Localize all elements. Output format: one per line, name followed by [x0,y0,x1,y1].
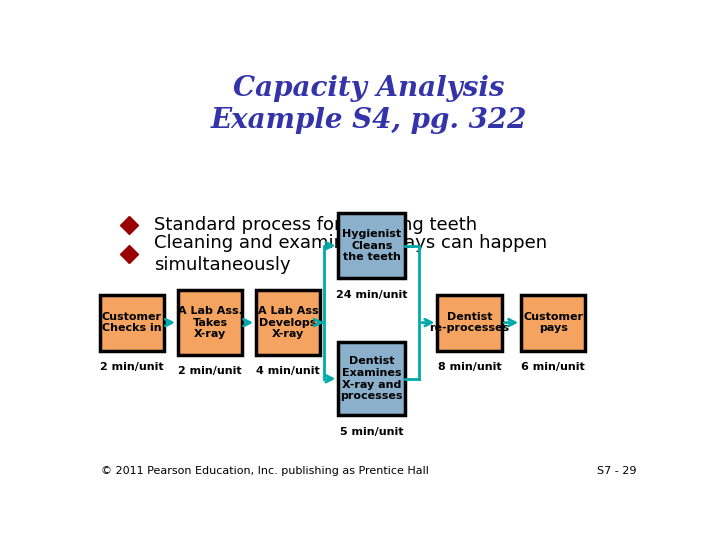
Text: Dentist
re-processes: Dentist re-processes [429,312,510,333]
Text: 5 min/unit: 5 min/unit [340,427,403,437]
Text: A Lab Ass.
Takes
X-ray: A Lab Ass. Takes X-ray [178,306,243,339]
FancyBboxPatch shape [338,213,405,278]
Text: Hygienist
Cleans
the teeth: Hygienist Cleans the teeth [342,229,401,262]
FancyBboxPatch shape [100,294,164,350]
FancyBboxPatch shape [338,342,405,415]
Text: 6 min/unit: 6 min/unit [521,362,585,372]
Text: Standard process for cleaning teeth: Standard process for cleaning teeth [154,216,477,234]
Text: Dentist
Examines
X-ray and
processes: Dentist Examines X-ray and processes [341,356,403,401]
Text: S7 - 29: S7 - 29 [598,465,637,476]
Text: A Lab Ass
Develops
X-ray: A Lab Ass Develops X-ray [258,306,318,339]
Text: 8 min/unit: 8 min/unit [438,362,501,372]
Text: 24 min/unit: 24 min/unit [336,289,408,300]
Text: 4 min/unit: 4 min/unit [256,367,320,376]
FancyBboxPatch shape [521,294,585,350]
Text: Cleaning and examining X-rays can happen
simultaneously: Cleaning and examining X-rays can happen… [154,234,547,274]
FancyBboxPatch shape [437,294,502,350]
FancyBboxPatch shape [256,291,320,355]
Text: Capacity Analysis
Example S4, pg. 322: Capacity Analysis Example S4, pg. 322 [211,75,527,134]
Text: Customer
Checks in: Customer Checks in [102,312,162,333]
Text: 2 min/unit: 2 min/unit [178,367,242,376]
Text: 2 min/unit: 2 min/unit [100,362,163,372]
FancyBboxPatch shape [178,291,242,355]
Text: © 2011 Pearson Education, Inc. publishing as Prentice Hall: © 2011 Pearson Education, Inc. publishin… [101,465,429,476]
Text: Customer
pays: Customer pays [523,312,583,333]
